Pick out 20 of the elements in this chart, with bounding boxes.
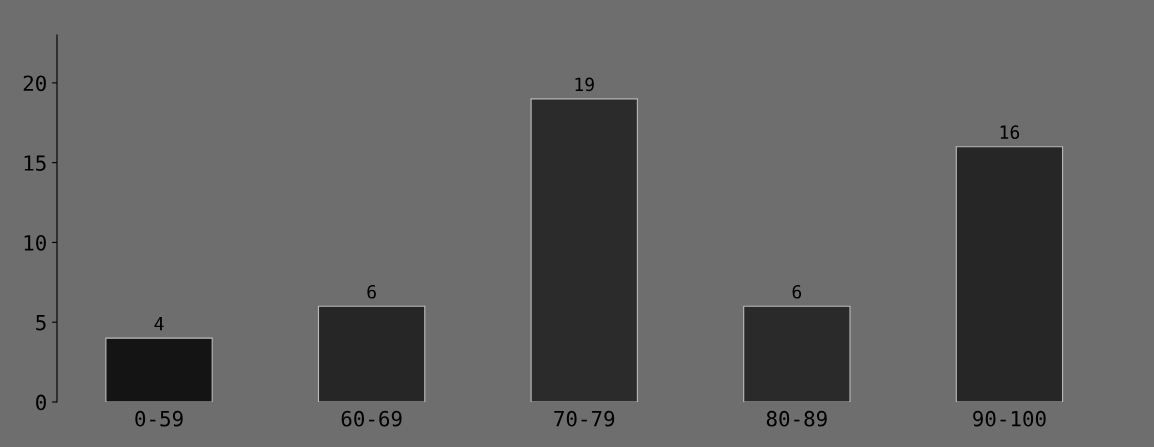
data-label: 19 <box>575 77 594 92</box>
x-tick-label: 90-100 <box>973 410 1046 427</box>
data-label: 16 <box>1000 125 1020 140</box>
y-tick-label: 5 <box>36 315 46 331</box>
x-tick-label: 80-89 <box>766 410 827 427</box>
bar <box>530 98 638 402</box>
bar <box>743 305 851 402</box>
x-tick-label: 60-69 <box>341 410 402 427</box>
data-label: 6 <box>792 284 802 299</box>
bar <box>105 337 213 402</box>
x-tick-label: 0-59 <box>135 410 183 427</box>
data-label: 4 <box>154 317 164 331</box>
bar <box>955 146 1064 402</box>
y-tick-label: 15 <box>24 155 46 171</box>
y-tick-label: 20 <box>23 75 46 92</box>
y-tick-label: 0 <box>36 394 46 411</box>
data-label: 6 <box>367 284 376 299</box>
bar <box>317 305 426 402</box>
x-tick-label: 70-79 <box>554 410 615 427</box>
y-tick-label: 10 <box>24 234 46 251</box>
